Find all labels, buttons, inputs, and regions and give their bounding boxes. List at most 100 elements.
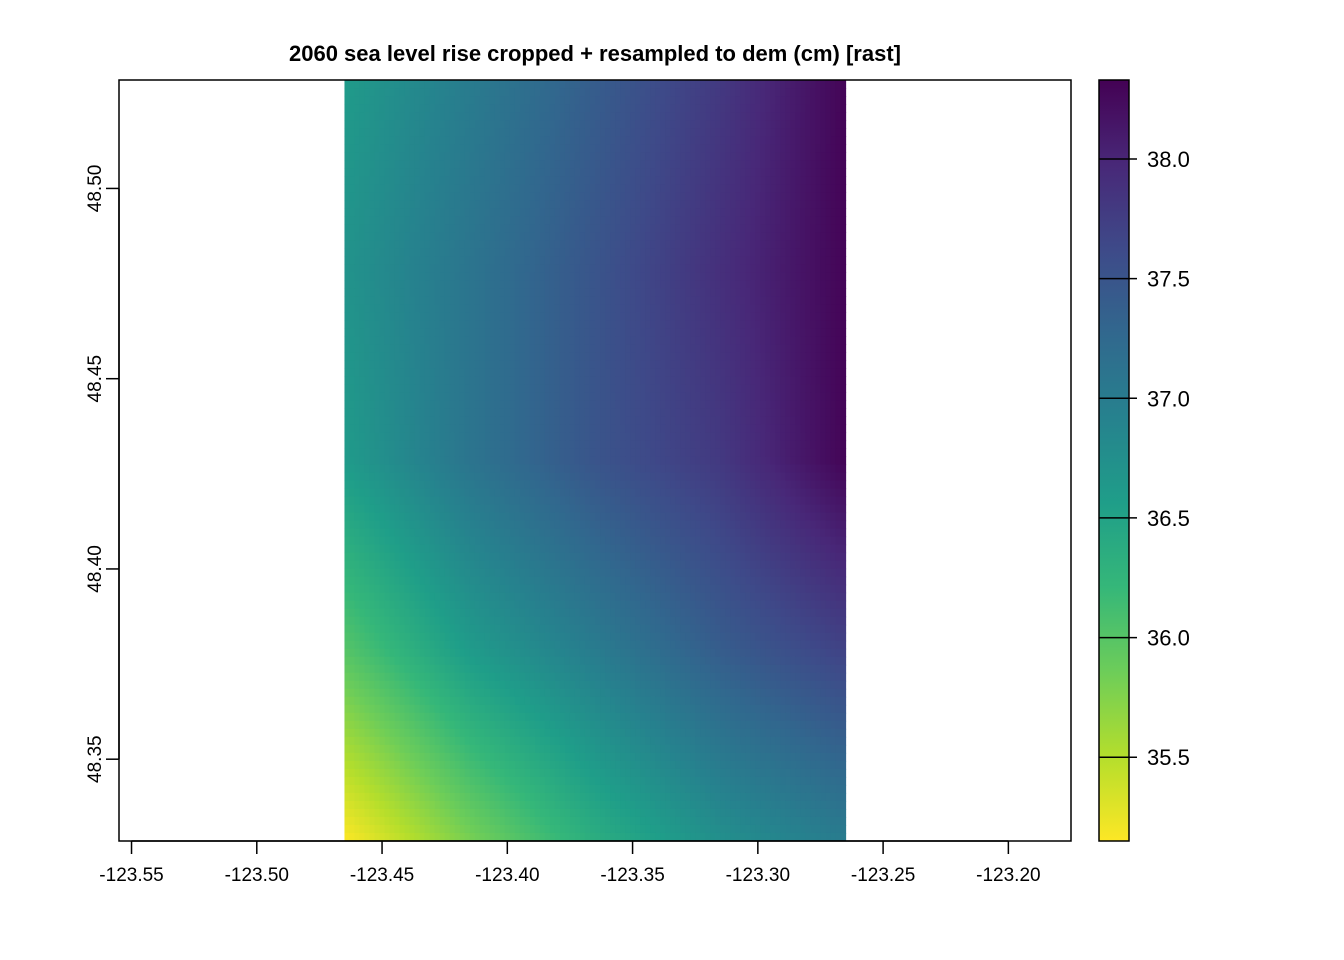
raster-cell [700, 200, 706, 209]
raster-cell [620, 408, 626, 418]
raster-cell [710, 360, 716, 369]
raster-cell [544, 440, 551, 450]
raster-cell [544, 448, 551, 458]
raster-cell [479, 288, 486, 297]
raster-cell [449, 440, 456, 450]
raster-cell [449, 128, 456, 137]
raster-cell [544, 424, 551, 434]
raster-cell [765, 280, 771, 289]
raster-cell [750, 440, 756, 450]
raster-cell [374, 472, 381, 482]
raster-cell [600, 88, 606, 97]
raster-cell [439, 112, 446, 121]
raster-cell [539, 376, 546, 385]
raster-cell [369, 456, 376, 466]
raster-cell [444, 248, 451, 257]
raster-cell [840, 136, 847, 145]
raster-cell [449, 320, 456, 329]
raster-cell [509, 192, 516, 201]
raster-cell [775, 472, 781, 482]
raster-cell [544, 288, 551, 297]
raster-cell [504, 360, 511, 369]
raster-cell [414, 184, 421, 193]
raster-cell [439, 120, 446, 129]
raster-cell [419, 200, 426, 209]
raster-cell [760, 432, 766, 442]
raster-cell [369, 312, 376, 321]
raster-cell [464, 344, 471, 353]
raster-cell [479, 400, 486, 410]
raster-cell [655, 432, 661, 442]
raster-cell [635, 176, 641, 185]
raster-cell [569, 272, 576, 281]
raster-cell [765, 272, 771, 281]
raster-cell [429, 144, 436, 153]
raster-cell [344, 224, 351, 233]
raster-cell [479, 224, 486, 233]
raster-cell [745, 120, 751, 129]
raster-cell [369, 160, 376, 169]
raster-cell [805, 472, 812, 482]
raster-cell [705, 216, 711, 225]
raster-cell [409, 456, 416, 466]
raster-cell [600, 200, 606, 209]
raster-cell [745, 264, 751, 273]
raster-cell [695, 216, 701, 225]
raster-cell [835, 320, 842, 329]
raster-cell [595, 312, 601, 321]
raster-cell [680, 296, 686, 305]
raster-cell [815, 192, 822, 201]
raster-cell [469, 208, 476, 217]
raster-cell [554, 336, 561, 345]
raster-cell [660, 136, 666, 145]
raster-cell [755, 336, 761, 345]
raster-cell [610, 288, 616, 297]
raster-cell [705, 208, 711, 217]
raster-cell [374, 184, 381, 193]
raster-cell [344, 432, 351, 442]
raster-cell [359, 408, 366, 418]
raster-cell [354, 424, 361, 434]
raster-cell [469, 104, 476, 113]
raster-cell [459, 224, 466, 233]
raster-cell [474, 160, 481, 169]
raster-cell [790, 384, 797, 394]
raster-cell [785, 120, 792, 129]
raster-cell [610, 240, 616, 249]
raster-cell [514, 368, 521, 377]
raster-cell [449, 456, 456, 466]
raster-cell [805, 344, 812, 353]
raster-cell [354, 80, 361, 89]
raster-cell [815, 424, 822, 434]
raster-cell [670, 448, 676, 458]
raster-cell [795, 472, 802, 482]
raster-cell [434, 208, 441, 217]
raster-cell [579, 432, 586, 442]
raster-cell [825, 384, 832, 394]
raster-cell [720, 96, 726, 105]
raster-cell [760, 296, 766, 305]
raster-cell [574, 120, 581, 129]
raster-cell [364, 208, 371, 217]
raster-cell [720, 280, 726, 289]
raster-cell [835, 304, 842, 313]
raster-cell [519, 328, 526, 337]
raster-cell [640, 448, 646, 458]
raster-cell [675, 248, 681, 257]
raster-cell [504, 176, 511, 185]
raster-cell [534, 320, 541, 329]
raster-cell [519, 240, 526, 249]
raster-cell [459, 360, 466, 369]
raster-cell [705, 288, 711, 297]
raster-cell [800, 344, 807, 353]
raster-cell [409, 472, 416, 482]
raster-cell [695, 448, 701, 458]
raster-cell [559, 336, 566, 345]
raster-cell [725, 336, 731, 345]
raster-cell [650, 320, 656, 329]
raster-cell [735, 320, 741, 329]
raster-cell [730, 464, 736, 474]
raster-cell [549, 280, 556, 289]
raster-cell [640, 408, 646, 418]
raster-cell [800, 456, 807, 466]
